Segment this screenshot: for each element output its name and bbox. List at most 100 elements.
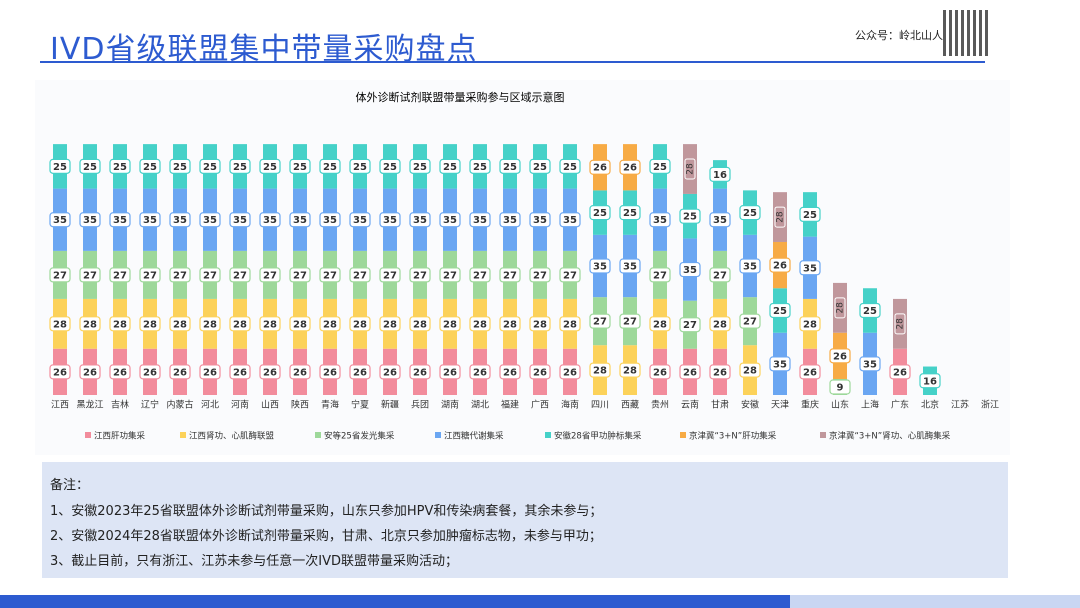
segment-label: 25 bbox=[383, 162, 397, 173]
label-box bbox=[799, 364, 821, 380]
label-box bbox=[409, 158, 431, 174]
segment-label: 28 bbox=[653, 319, 667, 330]
label-box bbox=[619, 362, 641, 378]
segment-label: 28 bbox=[353, 319, 367, 330]
label-box bbox=[49, 364, 71, 380]
segment-label: 26 bbox=[623, 163, 637, 174]
label-box bbox=[349, 212, 371, 228]
label-box bbox=[499, 364, 521, 380]
segment-label: 28 bbox=[293, 319, 307, 330]
segment-label: 25 bbox=[773, 306, 787, 317]
segment-label: 9 bbox=[837, 382, 844, 393]
segment-label: 27 bbox=[623, 317, 637, 328]
label-box bbox=[709, 166, 731, 182]
label-box bbox=[739, 313, 761, 329]
segment-label: 35 bbox=[683, 265, 697, 276]
label-box bbox=[349, 364, 371, 380]
segment-label: 25 bbox=[473, 162, 487, 173]
label-box bbox=[379, 158, 401, 174]
segment-label: 35 bbox=[653, 215, 667, 226]
segment-label: 25 bbox=[233, 162, 247, 173]
label-box bbox=[289, 364, 311, 380]
segment-label: 25 bbox=[143, 162, 157, 173]
segment-label: 35 bbox=[413, 215, 427, 226]
segment-label: 25 bbox=[743, 208, 757, 219]
segment-label: 25 bbox=[803, 210, 817, 221]
label-box bbox=[79, 364, 101, 380]
segment-label: 25 bbox=[533, 162, 547, 173]
segment-label: 27 bbox=[743, 317, 757, 328]
label-box bbox=[619, 205, 641, 221]
segment-label: 25 bbox=[653, 162, 667, 173]
segment-label: 27 bbox=[683, 320, 697, 331]
label-box bbox=[259, 158, 281, 174]
x-tick-label: 甘肃 bbox=[711, 399, 729, 411]
label-box bbox=[739, 258, 761, 274]
segment-label: 26 bbox=[293, 367, 307, 378]
segment-label: 27 bbox=[473, 270, 487, 281]
chart: 体外诊断试剂联盟带量采购参与区域示意图 江西 26 28 27 35 25 黑龙江 26 28 2… bbox=[49, 90, 1000, 442]
label-box bbox=[169, 316, 191, 332]
legend-swatch bbox=[820, 432, 826, 438]
label-box bbox=[829, 379, 851, 395]
label-box bbox=[379, 316, 401, 332]
label-box bbox=[919, 373, 941, 389]
segment-label: 26 bbox=[893, 367, 907, 378]
label-box bbox=[649, 212, 671, 228]
label-box bbox=[679, 261, 701, 278]
label-box bbox=[109, 212, 131, 228]
segment-label: 28 bbox=[383, 319, 397, 330]
label-box bbox=[559, 316, 581, 332]
x-tick-label: 重庆 bbox=[801, 399, 819, 411]
label-box bbox=[859, 302, 881, 319]
legend-swatch bbox=[180, 432, 186, 438]
segment-label: 28 bbox=[896, 318, 906, 330]
label-box bbox=[679, 364, 701, 380]
label-box bbox=[619, 313, 641, 329]
label-box bbox=[799, 260, 821, 276]
label-box bbox=[409, 212, 431, 228]
segment-label: 27 bbox=[713, 270, 727, 281]
label-box bbox=[709, 267, 731, 283]
label-box bbox=[109, 267, 131, 283]
segment-label: 27 bbox=[83, 270, 97, 281]
label-box bbox=[319, 267, 341, 283]
segment-label: 28 bbox=[203, 319, 217, 330]
label-box bbox=[589, 313, 611, 329]
legend-swatch bbox=[680, 432, 686, 438]
segment-label: 27 bbox=[593, 317, 607, 328]
segment-label: 35 bbox=[143, 215, 157, 226]
segment-label: 26 bbox=[143, 367, 157, 378]
legend-label: 安徽28省甲功肿标集采 bbox=[554, 431, 642, 442]
label-box bbox=[259, 316, 281, 332]
segment-label: 28 bbox=[323, 319, 337, 330]
x-tick-label: 西藏 bbox=[621, 399, 639, 411]
segment-label: 28 bbox=[143, 319, 157, 330]
label-box bbox=[439, 158, 461, 174]
label-box bbox=[319, 316, 341, 332]
label-box bbox=[289, 267, 311, 283]
legend-swatch bbox=[545, 432, 551, 438]
label-box bbox=[229, 212, 251, 228]
label-box bbox=[229, 158, 251, 174]
label-box bbox=[259, 364, 281, 380]
segment-label: 35 bbox=[203, 215, 217, 226]
segment-label: 28 bbox=[686, 163, 696, 175]
segment-label: 26 bbox=[653, 367, 667, 378]
x-tick-label: 浙江 bbox=[981, 399, 999, 411]
label-box bbox=[49, 212, 71, 228]
segment-label: 35 bbox=[83, 215, 97, 226]
segment-label: 27 bbox=[233, 270, 247, 281]
label-box bbox=[739, 362, 761, 378]
label-box bbox=[499, 316, 521, 332]
segment-label: 26 bbox=[803, 367, 817, 378]
legend-swatch bbox=[435, 432, 441, 438]
segment-label: 26 bbox=[263, 367, 277, 378]
segment-label: 28 bbox=[563, 319, 577, 330]
segment-label: 26 bbox=[173, 367, 187, 378]
label-box bbox=[589, 205, 611, 221]
label-box bbox=[679, 317, 701, 333]
label-box bbox=[439, 364, 461, 380]
x-tick-label: 江西 bbox=[51, 400, 69, 411]
label-box bbox=[529, 316, 551, 332]
